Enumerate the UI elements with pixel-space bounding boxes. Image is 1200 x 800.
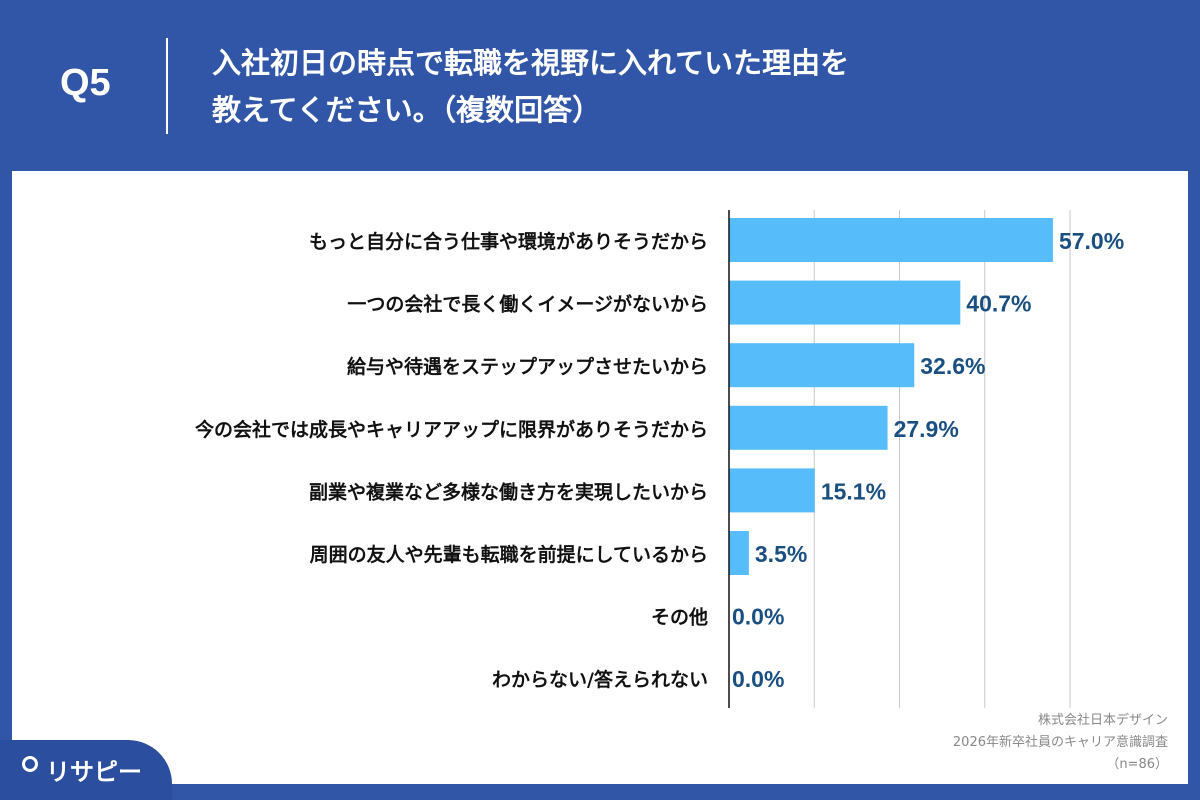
pin-icon bbox=[22, 756, 38, 772]
value-label: 32.6% bbox=[920, 353, 985, 379]
source-survey: 2026年新卒社員のキャリア意識調査 bbox=[952, 735, 1168, 750]
value-label: 40.7% bbox=[966, 291, 1031, 317]
category-label: 今の会社では成長やキャリアアップに限界がありそうだから bbox=[194, 418, 708, 441]
category-label: その他 bbox=[651, 606, 708, 629]
bar bbox=[729, 468, 815, 513]
value-label: 57.0% bbox=[1059, 228, 1124, 254]
logo-text: リサピー bbox=[46, 758, 142, 786]
value-label: 3.5% bbox=[755, 541, 807, 567]
chart-panel bbox=[12, 171, 1188, 784]
bar bbox=[729, 343, 915, 388]
category-label: 周囲の友人や先輩も転職を前提にしているから bbox=[310, 543, 708, 566]
title-line-2: 教えてください。（複数回答） bbox=[212, 93, 602, 127]
category-label: もっと自分に合う仕事や環境がありそうだから bbox=[309, 230, 708, 253]
value-label: 27.9% bbox=[894, 416, 959, 442]
question-number: Q5 bbox=[60, 62, 111, 104]
page-title: 入社初日の時点で転職を視野に入れていた理由を 教えてください。（複数回答） bbox=[212, 40, 1172, 134]
category-label: 一つの会社で長く働くイメージがないから bbox=[347, 293, 708, 316]
bar bbox=[729, 280, 961, 325]
bar bbox=[729, 531, 749, 575]
bar bbox=[729, 405, 888, 450]
value-label: 0.0% bbox=[732, 666, 784, 692]
source-note: 株式会社日本デザイン 2026年新卒社員のキャリア意識調査 （n=86） bbox=[953, 710, 1168, 776]
title-line-1: 入社初日の時点で転職を視野に入れていた理由を bbox=[212, 46, 850, 80]
bar bbox=[729, 218, 1053, 262]
logo: リサピー bbox=[22, 752, 142, 787]
category-label: わからない/答えられない bbox=[492, 668, 708, 691]
value-label: 0.0% bbox=[732, 604, 784, 630]
category-label: 給与や待遇をステップアップさせたいから bbox=[347, 355, 708, 378]
source-company: 株式会社日本デザイン bbox=[1037, 713, 1168, 728]
sample-size: （n=86） bbox=[1106, 757, 1168, 772]
value-label: 15.1% bbox=[821, 478, 886, 504]
category-label: 副業や複業など多様な働き方を実現したいから bbox=[309, 480, 708, 503]
header-divider bbox=[166, 38, 168, 134]
